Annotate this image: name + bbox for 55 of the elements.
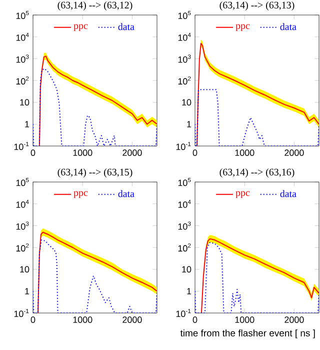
- x-tick-label: 0: [192, 150, 198, 156]
- y-tick-label: 10$^{4}$: [16, 200, 29, 208]
- y-tick-label: 10$^{3}$: [178, 54, 191, 63]
- y-tick-label: 10: [20, 99, 30, 106]
- y-tick-label: 10: [182, 99, 192, 106]
- y-tick-label: 10$^{-1}$: [14, 142, 29, 150]
- y-tick-label: 10$^{2}$: [178, 243, 191, 252]
- x-tick-label: 2000: [122, 316, 142, 323]
- y-tick-label: 10$^{2}$: [178, 76, 191, 85]
- y-tick-label: 10$^{4}$: [178, 200, 191, 208]
- y-tick-label: 10$^{2}$: [16, 243, 29, 252]
- x-tick-label: 0: [30, 316, 36, 323]
- y-tick-label: 10$^{3}$: [16, 222, 29, 230]
- legend-label: data: [118, 190, 134, 198]
- y-tick-label: 10$^{4}$: [16, 32, 29, 41]
- y-tick-label: 10: [20, 266, 30, 273]
- y-tick-label: 10$^{3}$: [178, 222, 191, 230]
- line-series: [33, 68, 157, 146]
- x-axis-title: time from the flasher event [ ns ]: [180, 329, 315, 338]
- legend-label: ppc: [236, 191, 250, 198]
- x-tick-label: 1000: [235, 316, 254, 323]
- legend-label: data: [280, 23, 296, 30]
- y-tick-label: 10$^{5}$: [178, 178, 191, 186]
- line-series: [195, 89, 319, 146]
- x-tick-label: 1000: [73, 150, 92, 156]
- y-tick-label: 10$^{-1}$: [176, 142, 191, 150]
- y-tick-label: 10$^{5}$: [16, 11, 29, 20]
- chart-title: (63,14) --> (63,12): [58, 1, 132, 10]
- y-tick-label: 10$^{3}$: [16, 54, 29, 63]
- y-tick-label: 1: [187, 288, 192, 294]
- x-tick-label: 1000: [73, 316, 92, 323]
- x-tick-label: 2000: [122, 150, 142, 156]
- y-tick-label: 1: [25, 121, 30, 128]
- x-tick-label: 1000: [235, 150, 254, 156]
- y-tick-label: 10: [182, 266, 192, 273]
- y-tick-label: 10$^{4}$: [178, 32, 191, 41]
- y-tick-label: 10$^{5}$: [178, 11, 191, 20]
- chart-title: (63,14) --> (63,13): [220, 1, 294, 10]
- x-tick-label: 2000: [284, 150, 304, 156]
- y-tick-label: 10$^{2}$: [16, 76, 29, 85]
- chart-title: (63,14) --> (63,16): [220, 168, 294, 178]
- x-tick-label: 0: [30, 150, 36, 156]
- y-tick-label: 10$^{-1}$: [14, 309, 29, 318]
- y-tick-label: 10$^{5}$: [16, 178, 29, 186]
- legend-label: data: [280, 190, 296, 198]
- y-tick-label: 1: [187, 121, 192, 128]
- y-tick-label: 1: [25, 288, 30, 294]
- legend-label: ppc: [236, 24, 250, 32]
- x-tick-label: 2000: [284, 316, 304, 323]
- legend-label: data: [118, 23, 134, 30]
- y-tick-label: 10$^{-1}$: [176, 309, 191, 318]
- legend-label: ppc: [74, 191, 88, 198]
- chart-title: (63,14) --> (63,15): [58, 168, 132, 178]
- legend-label: ppc: [74, 24, 88, 32]
- x-tick-label: 0: [192, 316, 198, 323]
